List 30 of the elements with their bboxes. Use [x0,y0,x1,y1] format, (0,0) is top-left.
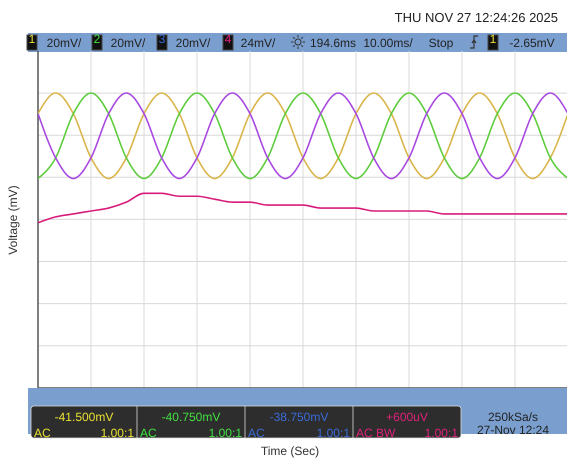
text: 20mV/ [46,36,82,50]
text: -38.750mV [270,410,328,424]
text: 1.00:1 [100,426,134,440]
text: AC [140,426,158,440]
text: 1.00:1 [208,426,242,440]
text: 194.6ms [310,36,356,50]
text: 27-Nov 12:24 [476,423,550,437]
text: 250kSa/s [488,410,538,424]
text: Time (Sec) [260,444,320,458]
text: AC BW [356,426,396,440]
text: THU NOV 27 12:24:26 2025 [394,10,558,25]
text: 1.00:1 [424,426,458,440]
text: 10.00ms/ [363,36,414,50]
text: -40.750mV [162,410,220,424]
text: 24mV/ [240,36,276,50]
text: 4 [224,32,232,46]
text: 3 [158,32,166,46]
text: 1.00:1 [316,426,350,440]
text: AC [248,426,266,440]
text: -2.65mV [509,36,555,50]
y-axis-title: Voltage (mV) [6,185,20,255]
text: Stop [428,36,454,50]
text: 2 [94,32,101,46]
text: AC [34,426,52,440]
text: -41.500mV [54,410,114,424]
text: 20mV/ [176,36,212,50]
text: +600uV [386,410,428,424]
text: 1 [490,32,497,46]
text: 20mV/ [110,36,146,50]
text: 1 [28,32,36,46]
